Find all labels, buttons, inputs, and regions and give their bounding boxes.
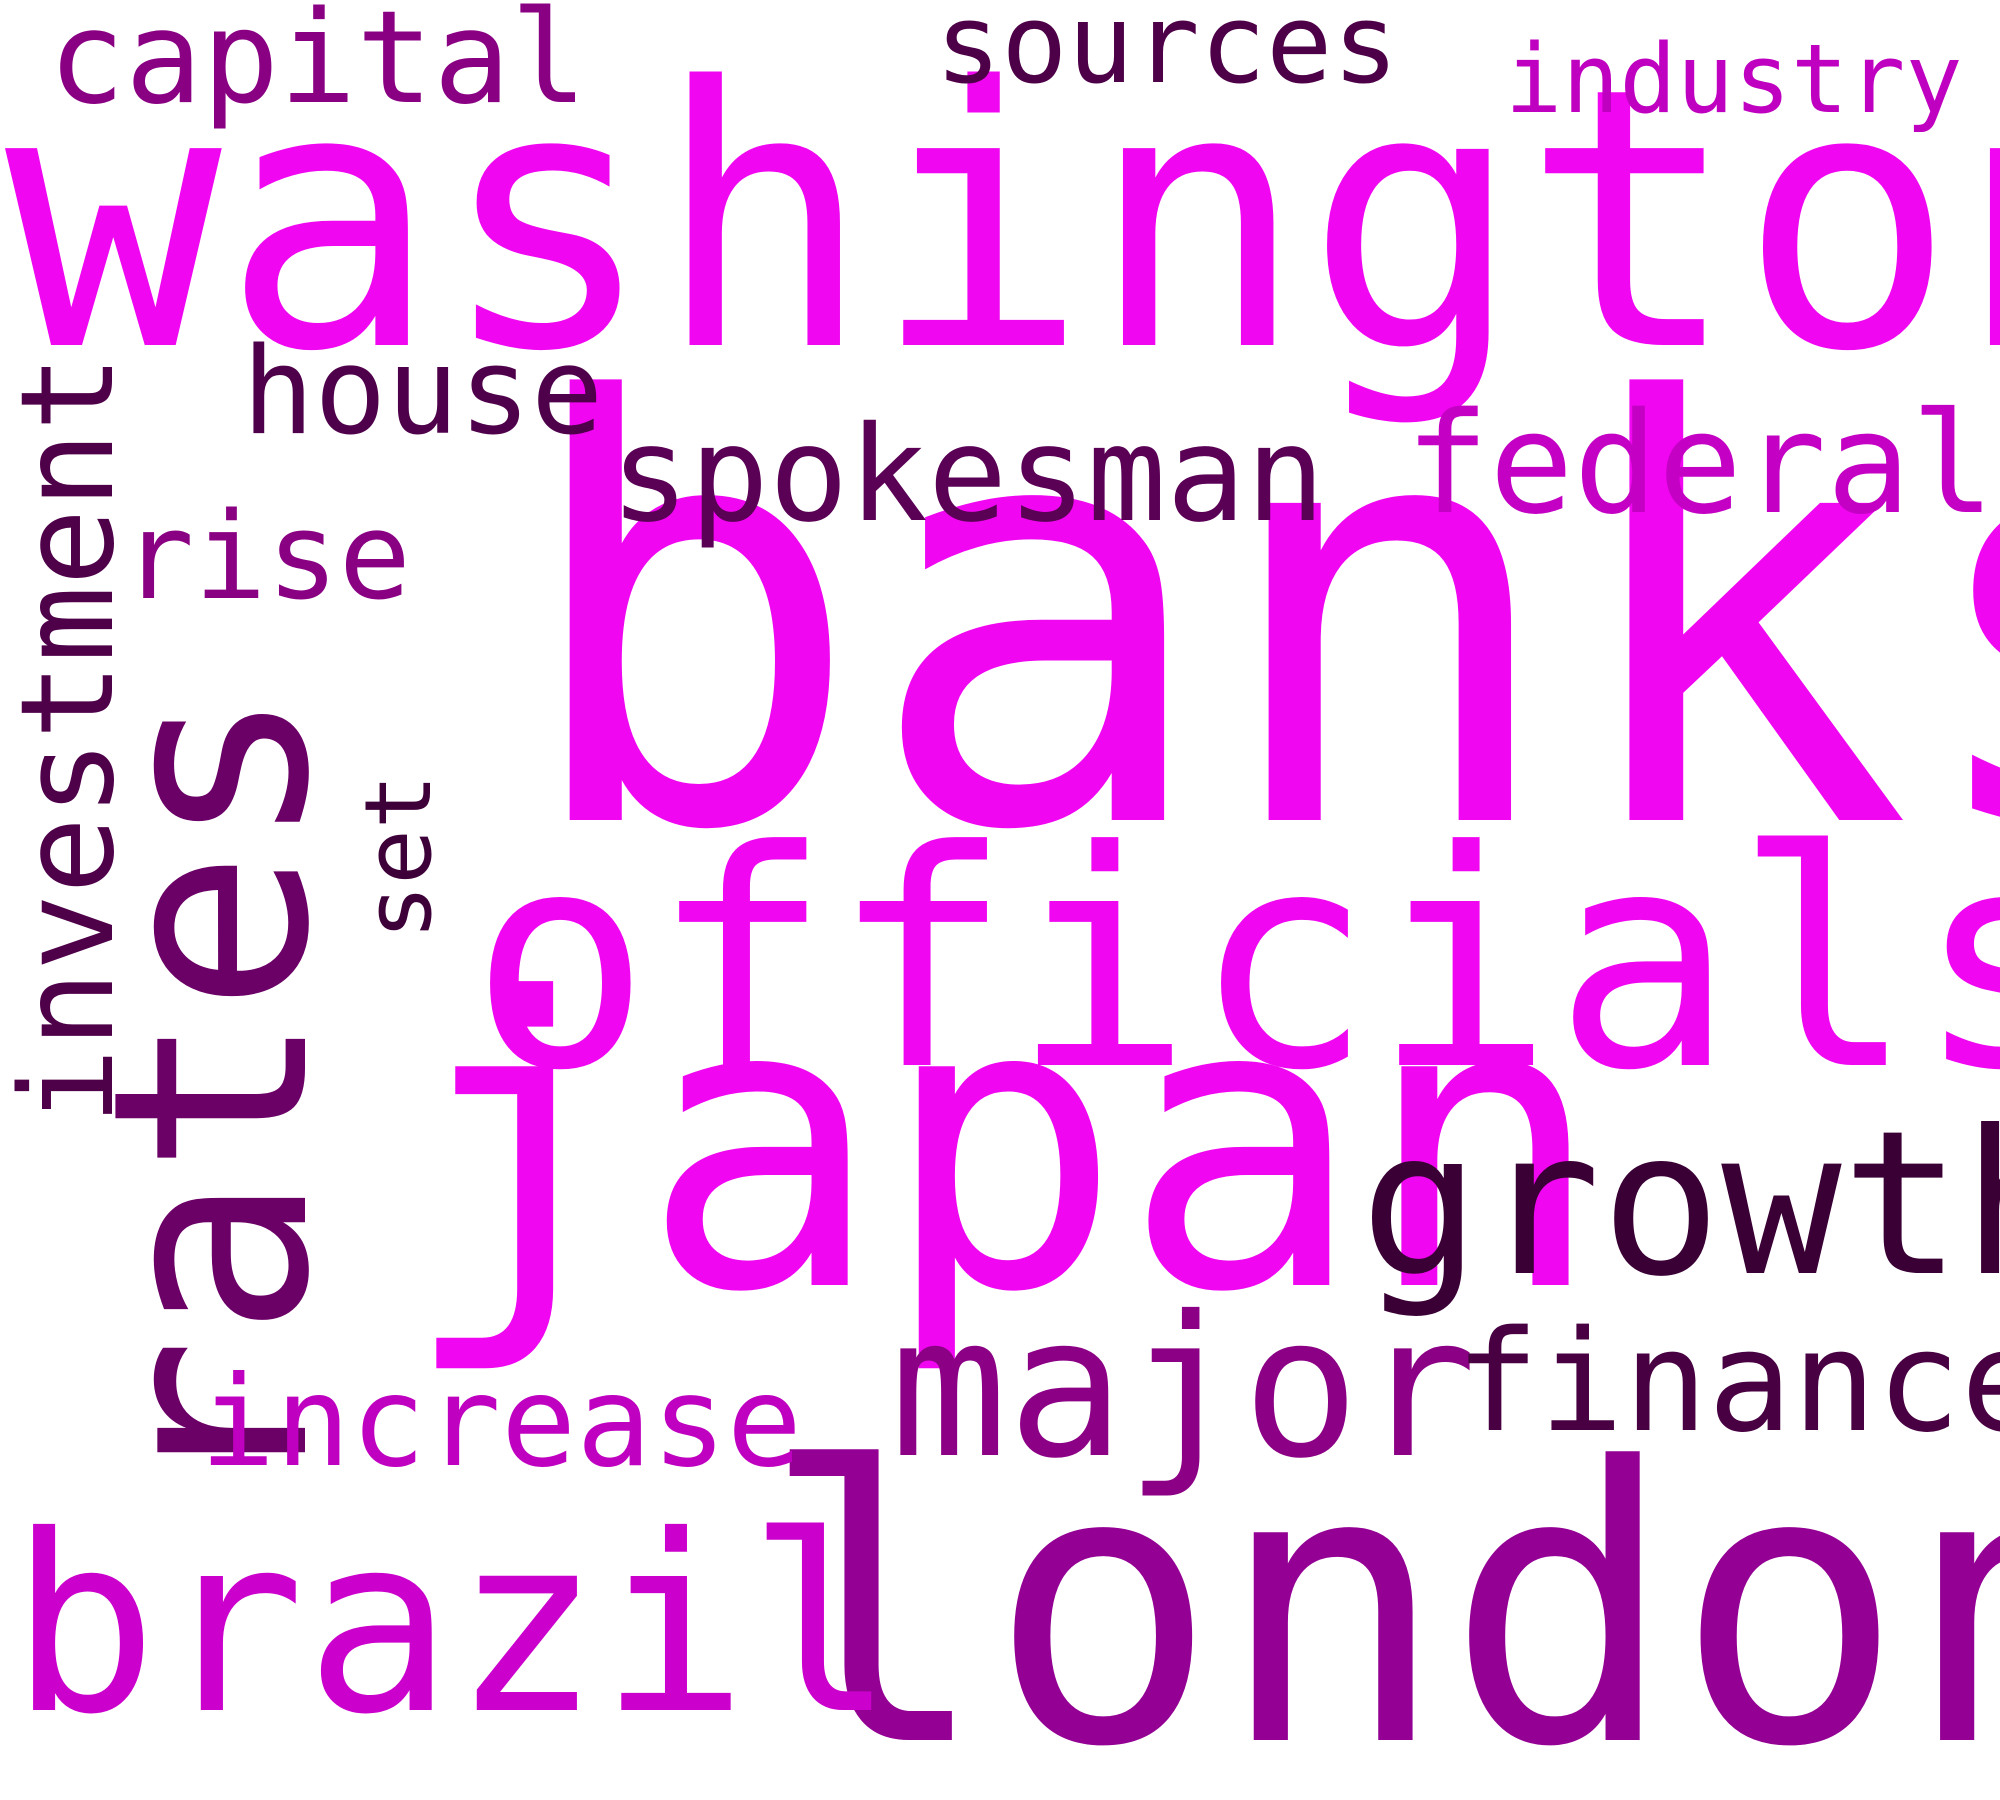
word-spokesman: spokesman <box>610 398 1325 552</box>
word-finance: finance <box>1455 1301 2000 1464</box>
word-rates: rates <box>54 687 369 1500</box>
word-capital: capital <box>48 0 587 133</box>
word-rise: rise <box>122 488 411 627</box>
word-japan: japan <box>400 915 1604 1380</box>
word-washington: washington <box>5 11 2000 430</box>
word-london: london <box>760 1387 2000 1800</box>
word-officials: officials <box>470 787 2000 1136</box>
word-growth: growth <box>1360 1088 2000 1321</box>
word-set: set <box>345 774 452 940</box>
word-federal: federal <box>1405 383 1995 546</box>
word-brazil: brazil <box>10 1483 895 1768</box>
word-major: major <box>890 1274 1477 1501</box>
word-house: house <box>242 323 603 462</box>
word-industry: industry <box>1505 25 1963 135</box>
word-investment: investment <box>0 354 143 1125</box>
word-increase: increase <box>200 1350 802 1495</box>
word-banks: banks <box>515 282 2000 957</box>
word-sources: sources <box>935 0 1399 108</box>
